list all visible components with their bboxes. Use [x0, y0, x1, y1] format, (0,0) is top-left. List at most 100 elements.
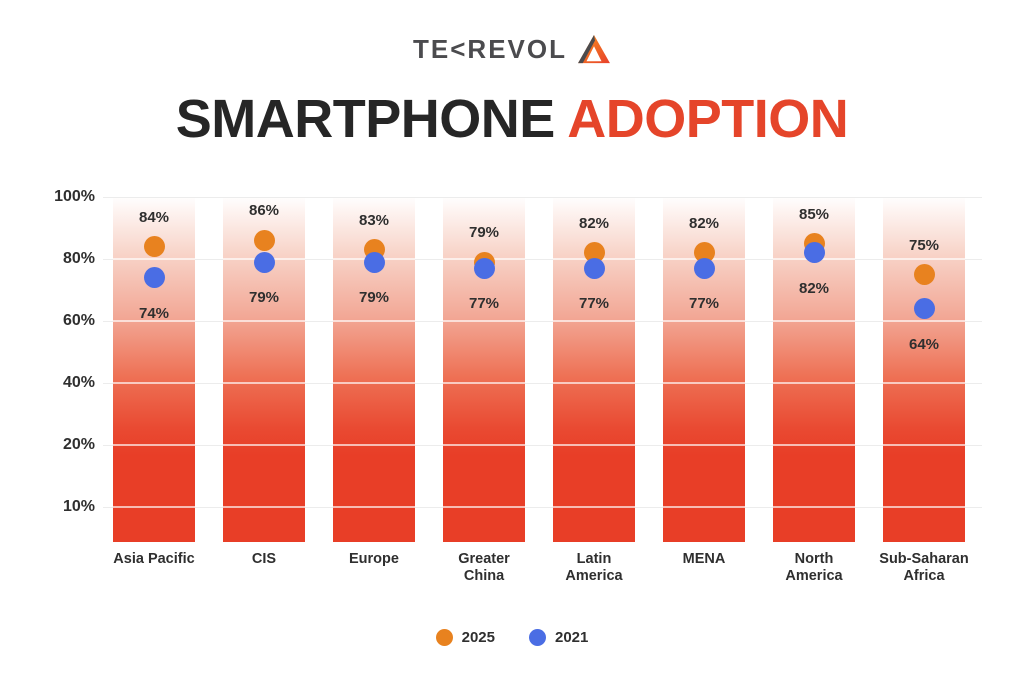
column-gridline-overlay: [113, 506, 195, 508]
column-gridline-overlay: [333, 382, 415, 384]
y-axis-tick-label: 80%: [62, 250, 95, 267]
dot-2025-latin-america: [583, 242, 605, 264]
x-axis-label-north-america: North America: [785, 551, 843, 584]
column-gridline-overlay: [443, 382, 525, 384]
dot-2021-latin-america: [583, 257, 605, 279]
column-gridline-overlay: [443, 506, 525, 508]
value-label-2025-europe: 83%: [358, 211, 390, 229]
dot-2021-asia-pacific: [143, 267, 165, 289]
page-title: SMARTPHONE ADOPTION: [0, 92, 1024, 146]
column-gridline-overlay: [223, 320, 305, 322]
value-label-2025-greater-china: 79%: [468, 224, 500, 242]
value-label-2021-europe: 79%: [358, 289, 390, 307]
column-gridline-overlay: [113, 444, 195, 446]
title-word-smartphone: SMARTPHONE: [175, 89, 556, 149]
dot-2021-mena: [693, 257, 715, 279]
legend-item-2021: 2021: [529, 629, 588, 646]
dot-2025-sub-saharan-africa: [913, 264, 935, 285]
value-label-2021-cis: 79%: [248, 289, 280, 307]
column-gridline-overlay: [113, 382, 195, 384]
value-label-2021-north-america: 82%: [798, 279, 830, 297]
gridline-80-: [103, 259, 982, 260]
column-gridline-overlay: [443, 444, 525, 446]
gridline-100-: [103, 197, 982, 198]
column-gridline-overlay: [553, 506, 635, 508]
value-label-2021-greater-china: 77%: [468, 295, 500, 313]
y-axis-tick-label: 10%: [62, 498, 95, 515]
column-gridline-overlay: [773, 382, 855, 384]
gridline-60-: [103, 321, 982, 322]
chart-plot-area: 100% 80% 60% 40% 20% 10% 84% 74% 86% 79% 83% 79% 79%…: [54, 188, 982, 542]
title-word-adoption: ADOPTION: [567, 89, 849, 149]
chart-legend: 2025 2021: [0, 629, 1024, 646]
logo-text-pre: TE: [413, 34, 451, 64]
x-axis-label-cis: CIS: [251, 551, 277, 567]
x-axis-label-greater-china: Greater China: [458, 551, 510, 584]
y-axis-tick-label: 40%: [62, 374, 95, 391]
dot-2025-cis: [253, 229, 275, 251]
x-axis-label-latin-america: Latin America: [565, 551, 623, 584]
y-axis-tick-label: 20%: [62, 436, 95, 453]
logo-wordmark: TE<REVOL: [413, 36, 567, 62]
tekrevol-triangle-icon: [578, 34, 610, 64]
value-label-2025-mena: 82%: [688, 214, 720, 232]
column-gridline-overlay: [883, 506, 965, 508]
column-gridline-overlay: [773, 320, 855, 322]
value-label-2025-sub-saharan-africa: 75%: [908, 236, 940, 254]
dot-2021-cis: [253, 251, 275, 273]
column-gridline-overlay: [663, 382, 745, 384]
column-gridline-overlay: [883, 258, 965, 260]
value-label-2021-asia-pacific: 74%: [138, 304, 170, 322]
column-gridline-overlay: [553, 444, 635, 446]
column-gridline-overlay: [663, 320, 745, 322]
column-gridline-overlay: [663, 444, 745, 446]
column-gridline-overlay: [553, 382, 635, 384]
value-label-2025-cis: 86%: [248, 202, 280, 220]
legend-item-2025: 2025: [435, 629, 495, 646]
value-label-2025-north-america: 85%: [798, 205, 830, 223]
column-gridline-overlay: [443, 320, 525, 322]
y-axis-tick-label: 100%: [54, 188, 95, 205]
dot-2021-sub-saharan-africa: [913, 298, 935, 320]
column-gridline-overlay: [333, 320, 415, 322]
dot-2021-north-america: [803, 242, 825, 264]
column-gridline-overlay: [223, 444, 305, 446]
column-gridline-overlay: [773, 506, 855, 508]
column-gridline-overlay: [113, 320, 195, 322]
column-gridline-overlay: [883, 320, 965, 322]
column-gridline-overlay: [883, 444, 965, 446]
column-sub-saharan-africa: [883, 197, 965, 542]
column-gridline-overlay: [113, 258, 195, 260]
value-label-2021-sub-saharan-africa: 64%: [908, 335, 940, 353]
dot-2021-greater-china: [473, 257, 495, 279]
x-axis-label-mena: MENA: [682, 551, 726, 567]
y-axis-tick-label: 60%: [62, 312, 95, 329]
x-axis-label-asia-pacific: Asia Pacific: [113, 551, 195, 567]
x-axis-label-sub-saharan-africa: Sub-Saharan Africa: [879, 551, 969, 584]
x-axis-labels: Asia Pacific CIS Europe Greater China Latin …: [103, 551, 982, 597]
column-gridline-overlay: [883, 382, 965, 384]
dot-2025-asia-pacific: [143, 236, 165, 258]
gridline-40-: [103, 383, 982, 384]
value-label-2025-latin-america: 82%: [578, 214, 610, 232]
logo-k-chevron-icon: <: [450, 34, 468, 64]
column-gridline-overlay: [223, 506, 305, 508]
x-axis-label-europe: Europe: [349, 551, 399, 567]
gridline-20-: [103, 445, 982, 446]
column-greater-china: [443, 197, 525, 542]
column-gridline-overlay: [223, 382, 305, 384]
legend-label-2025: 2025: [461, 629, 495, 646]
dot-2021-europe: [363, 251, 385, 273]
column-gridline-overlay: [553, 320, 635, 322]
gridline-10-: [103, 507, 982, 508]
value-label-2025-asia-pacific: 84%: [138, 208, 170, 226]
legend-label-2021: 2021: [555, 629, 589, 646]
tekrevol-logo: TE<REVOL: [0, 34, 1024, 64]
column-gridline-overlay: [773, 444, 855, 446]
value-label-2021-latin-america: 77%: [578, 295, 610, 313]
column-gridline-overlay: [333, 444, 415, 446]
legend-dot-2025: [435, 629, 453, 646]
dot-2025-mena: [693, 242, 715, 264]
legend-dot-2021: [529, 629, 546, 646]
